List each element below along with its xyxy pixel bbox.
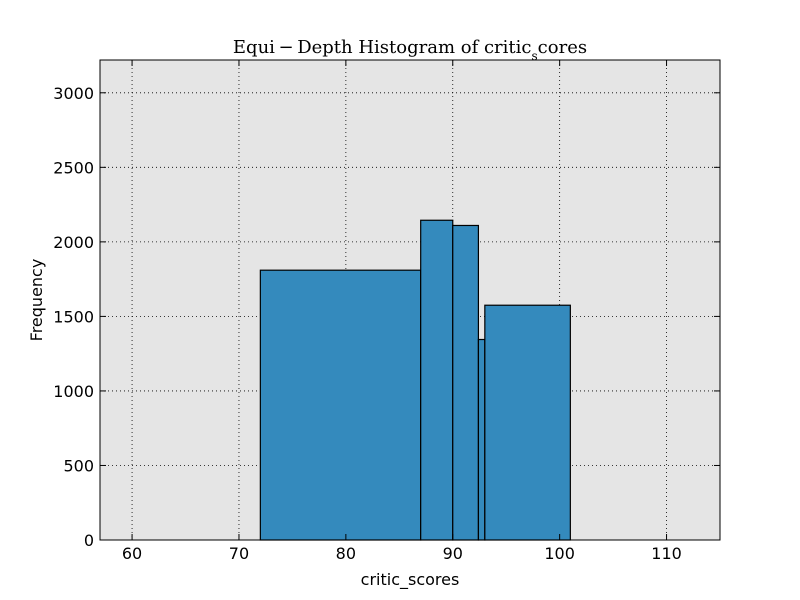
x-tick-label: 90 xyxy=(443,544,463,563)
histogram-bar-2 xyxy=(420,219,454,541)
histogram-bars xyxy=(259,219,571,541)
histogram-bar-4 xyxy=(477,338,486,541)
chart-title-subscript: s xyxy=(532,49,538,63)
y-tick-label: 0 xyxy=(84,531,94,550)
y-tick-label: 1000 xyxy=(53,382,94,401)
y-axis-ticks: 0 500 1000 1500 2000 2500 3000 xyxy=(53,84,720,550)
y-tick-label: 1500 xyxy=(53,307,94,326)
plot-frame xyxy=(99,59,721,541)
x-tick-label: 100 xyxy=(544,544,575,563)
histogram-bar-3 xyxy=(452,224,480,541)
y-axis-label: Frequency xyxy=(27,259,46,342)
histogram-bar-5 xyxy=(484,304,571,541)
x-tick-label: 80 xyxy=(336,544,356,563)
chart-title-main: Equi − Depth Histogram of critic xyxy=(233,37,532,58)
y-tick-label: 500 xyxy=(63,456,94,475)
x-tick-label: 110 xyxy=(651,544,682,563)
x-axis-ticks: 60 70 80 90 100 110 xyxy=(122,60,682,563)
y-tick-label: 2000 xyxy=(53,233,94,252)
x-axis-label: critic_scores xyxy=(361,570,460,590)
chart-title: Equi − Depth Histogram of criticscores xyxy=(233,37,587,63)
x-tick-label: 70 xyxy=(229,544,249,563)
y-tick-label: 2500 xyxy=(53,158,94,177)
x-tick-label: 60 xyxy=(122,544,142,563)
histogram-bar-1 xyxy=(259,269,422,541)
chart-title-tail: cores xyxy=(538,37,587,58)
y-tick-label: 3000 xyxy=(53,84,94,103)
